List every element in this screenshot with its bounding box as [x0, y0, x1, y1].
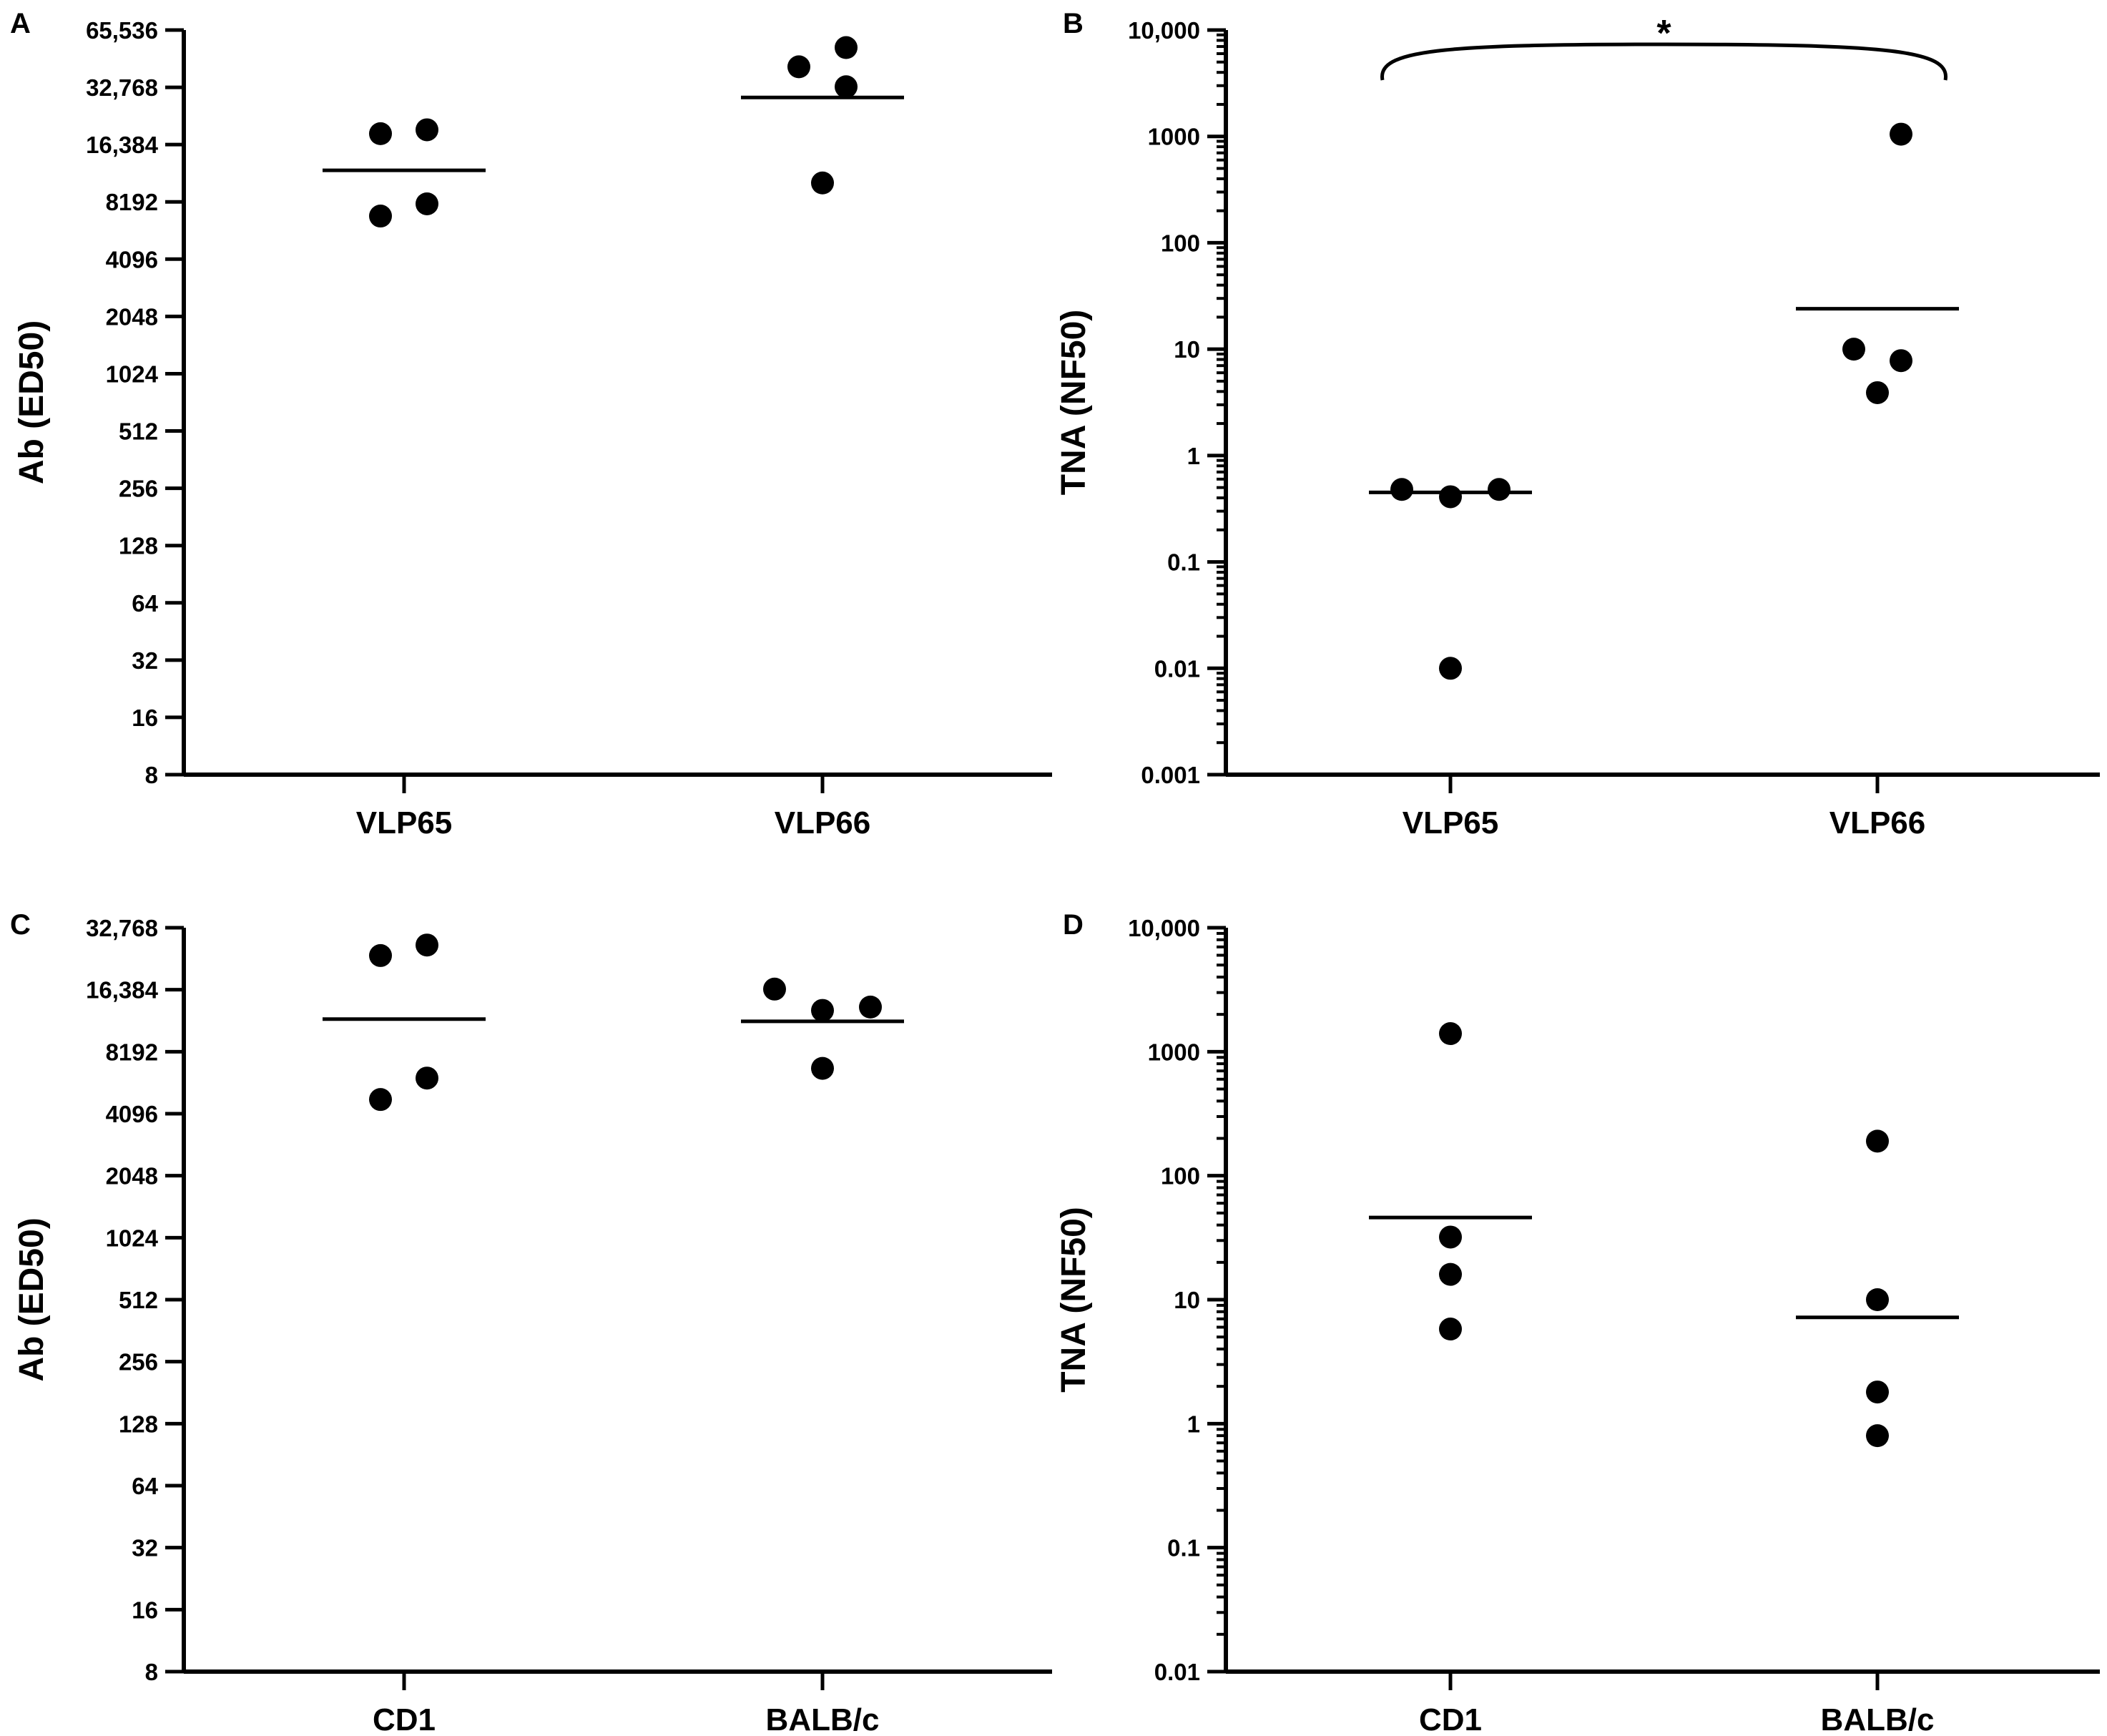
panel-a-x-tick-label: VLP65 [356, 805, 453, 840]
panel-b-data-point [1390, 478, 1413, 501]
panel-a-letter: A [10, 8, 31, 39]
panel-b-y-tick-label: 10 [1174, 336, 1200, 363]
panel-a-y-tick-label: 2048 [106, 303, 158, 330]
panel-a-x-tick-label: VLP66 [775, 805, 871, 840]
panel-b-y-tick-label: 1000 [1148, 124, 1200, 150]
panel-a-data-point [369, 122, 392, 145]
panel-a-data-point [787, 55, 810, 79]
panel-b-significance-bracket [1380, 42, 1948, 81]
panel-d-y-tick-label: 100 [1161, 1163, 1200, 1190]
panel-c-data-point [811, 999, 834, 1022]
panel-a-y-tick-label: 256 [119, 476, 158, 502]
panel-b-y-tick-label: 0.001 [1141, 762, 1200, 788]
panel-d-y-tick-label: 1 [1187, 1411, 1200, 1437]
panel-b-y-tick-label: 0.01 [1154, 655, 1200, 682]
panel-b-y-tick-label: 0.1 [1167, 549, 1200, 576]
panel-d: D 0.01 0.1 1 10 100 1000 10,000 TNA (NF50) CD1 BA… [1055, 909, 2100, 1736]
panel-b-y-tick-label: 1 [1187, 443, 1200, 469]
panel-b: B 0.001 0.01 0.1 1 10 100 1000 10,000 TNA (NF50)… [1055, 8, 2100, 840]
panel-d-y-tick-label: 1000 [1148, 1039, 1200, 1065]
panel-a-y-tick-label: 8 [145, 762, 158, 788]
panel-c: C 8 16 32 64 128 256 512 1024 2048 4096 8192 16,384… [10, 909, 1052, 1736]
panel-c-y-tick-label: 8 [145, 1659, 158, 1685]
panel-b-data-point [1488, 478, 1511, 501]
panel-c-y-tick-label: 4096 [106, 1101, 158, 1127]
panel-b-y-tick-label: 10,000 [1128, 17, 1200, 44]
panel-b-data-point [1866, 381, 1889, 404]
panel-d-data-point [1439, 1022, 1462, 1046]
panel-b-x-tick-label: VLP65 [1403, 805, 1499, 840]
panel-c-y-tick-label: 32 [132, 1535, 158, 1561]
panel-d-data-point [1439, 1262, 1462, 1286]
panel-c-data-point [369, 943, 392, 967]
panel-b-letter: B [1063, 8, 1084, 39]
panel-a-y-tick-label: 32,768 [86, 74, 158, 101]
panel-d-letter: D [1063, 909, 1084, 941]
panel-c-y-tick-label: 16 [132, 1597, 158, 1623]
panel-a: A 8 16 32 64 128 256 512 1024 2048 4096 8192 16,384… [10, 8, 1052, 840]
panel-a-y-tick-label: 512 [119, 418, 158, 445]
panel-c-y-tick-label: 256 [119, 1349, 158, 1375]
panel-b-data-point [1439, 657, 1462, 680]
panel-c-data-point [416, 1066, 438, 1090]
panel-a-data-point [369, 205, 392, 228]
panel-d-y-tick-label: 10,000 [1128, 915, 1200, 941]
panel-d-x-tick-label: CD1 [1419, 1702, 1482, 1736]
panel-b-data-point [1439, 485, 1462, 509]
panel-d-data-point [1866, 1129, 1889, 1153]
panel-c-data-point [763, 977, 786, 1001]
panel-a-y-tick-label: 64 [132, 590, 158, 617]
panel-c-x-tick-label: BALB/c [766, 1702, 880, 1736]
panel-c-y-tick-label: 16,384 [86, 977, 159, 1004]
panel-a-data-point [835, 36, 858, 59]
panel-c-y-tick-label: 64 [132, 1473, 158, 1499]
panel-a-y-tick-label: 32 [132, 647, 158, 674]
panel-a-y-tick-label: 16 [132, 705, 158, 731]
panel-b-y-axis-title: TNA (NF50) [1055, 310, 1093, 496]
panel-c-y-tick-label: 512 [119, 1287, 158, 1313]
panel-c-y-tick-label: 2048 [106, 1163, 158, 1190]
panel-a-data-point [416, 192, 438, 215]
panel-a-y-tick-label: 128 [119, 533, 158, 559]
panel-c-data-point [416, 933, 438, 957]
panel-a-y-tick-label: 8192 [106, 189, 158, 215]
panel-d-data-point [1866, 1381, 1889, 1404]
panel-a-y-tick-label: 1024 [106, 361, 159, 387]
panel-c-data-point [811, 1056, 834, 1080]
panel-c-y-tick-label: 128 [119, 1411, 158, 1437]
panel-d-y-tick-label: 0.1 [1167, 1535, 1200, 1561]
panel-b-x-tick-label: VLP66 [1829, 805, 1926, 840]
panel-d-y-tick-label: 10 [1174, 1287, 1200, 1313]
panel-c-x-tick-label: CD1 [373, 1702, 436, 1736]
panel-b-data-point [1842, 338, 1865, 361]
panel-d-x-tick-label: BALB/c [1821, 1702, 1935, 1736]
panel-b-significance-label: * [1656, 13, 1671, 54]
panel-a-y-tick-label: 65,536 [86, 17, 158, 44]
panel-c-y-tick-label: 1024 [106, 1225, 159, 1251]
panel-b-data-point [1890, 122, 1912, 146]
panel-a-data-point [835, 75, 858, 99]
panel-a-data-point [811, 171, 834, 195]
panel-d-data-point [1439, 1225, 1462, 1249]
panel-d-data-point [1866, 1288, 1889, 1311]
panel-a-data-point [416, 118, 438, 142]
panel-d-y-tick-label: 0.01 [1154, 1659, 1200, 1685]
panel-c-y-tick-label: 8192 [106, 1039, 158, 1065]
panel-a-y-tick-label: 16,384 [86, 132, 159, 158]
panel-d-data-point [1439, 1318, 1462, 1341]
panel-b-y-tick-label: 100 [1161, 230, 1200, 256]
panel-c-y-tick-label: 32,768 [86, 915, 158, 941]
panel-c-data-point [369, 1088, 392, 1112]
panel-a-y-axis-title: Ab (ED50) [13, 320, 51, 484]
panel-c-letter: C [10, 909, 31, 941]
panel-d-data-point [1866, 1424, 1889, 1448]
panel-b-data-point [1890, 349, 1912, 373]
panel-a-y-tick-label: 4096 [106, 246, 158, 273]
panel-d-y-axis-title: TNA (NF50) [1055, 1207, 1093, 1393]
panel-c-y-axis-title: Ab (ED50) [13, 1217, 51, 1381]
panel-c-data-point [859, 995, 882, 1019]
